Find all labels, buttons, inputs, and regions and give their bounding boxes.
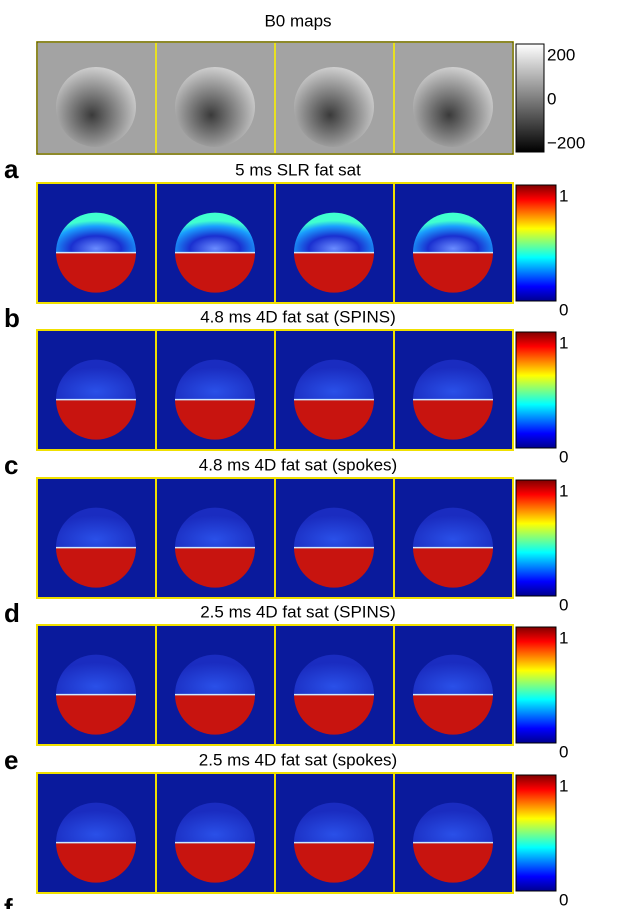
panel-title: 5 ms SLR fat sat	[235, 160, 361, 179]
head-water	[175, 359, 255, 400]
head-water	[175, 212, 255, 253]
colorbar	[515, 43, 545, 153]
head-water	[413, 359, 493, 400]
colorbar-tick-label: 0	[559, 447, 568, 466]
colorbar	[515, 331, 557, 449]
head-fat	[175, 399, 255, 440]
panel-letter: b	[4, 303, 20, 333]
head-water	[294, 802, 374, 843]
colorbar-tick-label: 0	[547, 89, 556, 108]
panel-letter: f	[4, 893, 13, 909]
panel-title: 2.5 ms 4D fat sat (SPINS)	[200, 602, 396, 621]
head-fat	[175, 547, 255, 588]
head-fat	[294, 547, 374, 588]
head-fat	[175, 252, 255, 293]
head-water	[294, 212, 374, 253]
image-border	[393, 182, 514, 304]
colorbar	[515, 774, 557, 892]
head-fat	[175, 842, 255, 883]
head-fat	[413, 399, 493, 440]
colorbar-tick-label: 0	[559, 890, 568, 909]
head-fat	[56, 694, 136, 735]
head-fat	[413, 252, 493, 293]
head-water	[175, 507, 255, 548]
panel-letter: e	[4, 745, 18, 775]
head-water	[413, 507, 493, 548]
panel-title: 2.5 ms 4D fat sat (spokes)	[199, 750, 397, 769]
head-water	[56, 507, 136, 548]
panel-title: 4.8 ms 4D fat sat (spokes)	[199, 455, 397, 474]
colorbar-tick-label: 0	[559, 595, 568, 614]
head-fat	[294, 694, 374, 735]
head-water	[413, 802, 493, 843]
panel-title: 4.8 ms 4D fat sat (SPINS)	[200, 307, 396, 326]
head-fat	[294, 842, 374, 883]
head-water	[294, 507, 374, 548]
head-water	[56, 654, 136, 695]
head-b0	[175, 66, 255, 147]
head-fat	[413, 694, 493, 735]
colorbar	[515, 626, 557, 744]
head-fat	[56, 842, 136, 883]
head-water	[294, 654, 374, 695]
colorbar-tick-label: 1	[559, 628, 568, 647]
head-water	[56, 802, 136, 843]
head-water	[56, 359, 136, 400]
head-b0	[56, 66, 136, 147]
head-water	[294, 359, 374, 400]
head-fat	[413, 547, 493, 588]
image-border	[393, 624, 514, 746]
colorbar-tick-label: 200	[547, 45, 575, 64]
head-water	[175, 802, 255, 843]
head-water	[175, 654, 255, 695]
colorbar-tick-label: 1	[559, 333, 568, 352]
panel-letter: c	[4, 450, 18, 480]
head-fat	[56, 399, 136, 440]
image-border	[393, 477, 514, 599]
panel-title: B0 maps	[264, 11, 331, 30]
panel-letter: a	[4, 154, 19, 184]
head-b0	[294, 66, 374, 147]
colorbar	[515, 184, 557, 302]
image-border	[393, 772, 514, 894]
colorbar-tick-label: 0	[559, 300, 568, 319]
head-fat	[56, 547, 136, 588]
panel-letter: d	[4, 598, 20, 628]
head-water	[56, 212, 136, 253]
colorbar-tick-label: 0	[559, 742, 568, 761]
head-b0	[413, 66, 493, 147]
colorbar-tick-label: 1	[559, 186, 568, 205]
head-fat	[56, 252, 136, 293]
head-fat	[175, 694, 255, 735]
image-border	[393, 329, 514, 451]
colorbar	[515, 479, 557, 597]
head-water	[413, 654, 493, 695]
colorbar-tick-label: 1	[559, 776, 568, 795]
strip-frame	[36, 41, 514, 155]
head-fat	[294, 252, 374, 293]
colorbar-tick-label: 1	[559, 481, 568, 500]
head-fat	[294, 399, 374, 440]
colorbar-tick-label: −200	[547, 133, 585, 152]
head-fat	[413, 842, 493, 883]
head-water	[413, 212, 493, 253]
